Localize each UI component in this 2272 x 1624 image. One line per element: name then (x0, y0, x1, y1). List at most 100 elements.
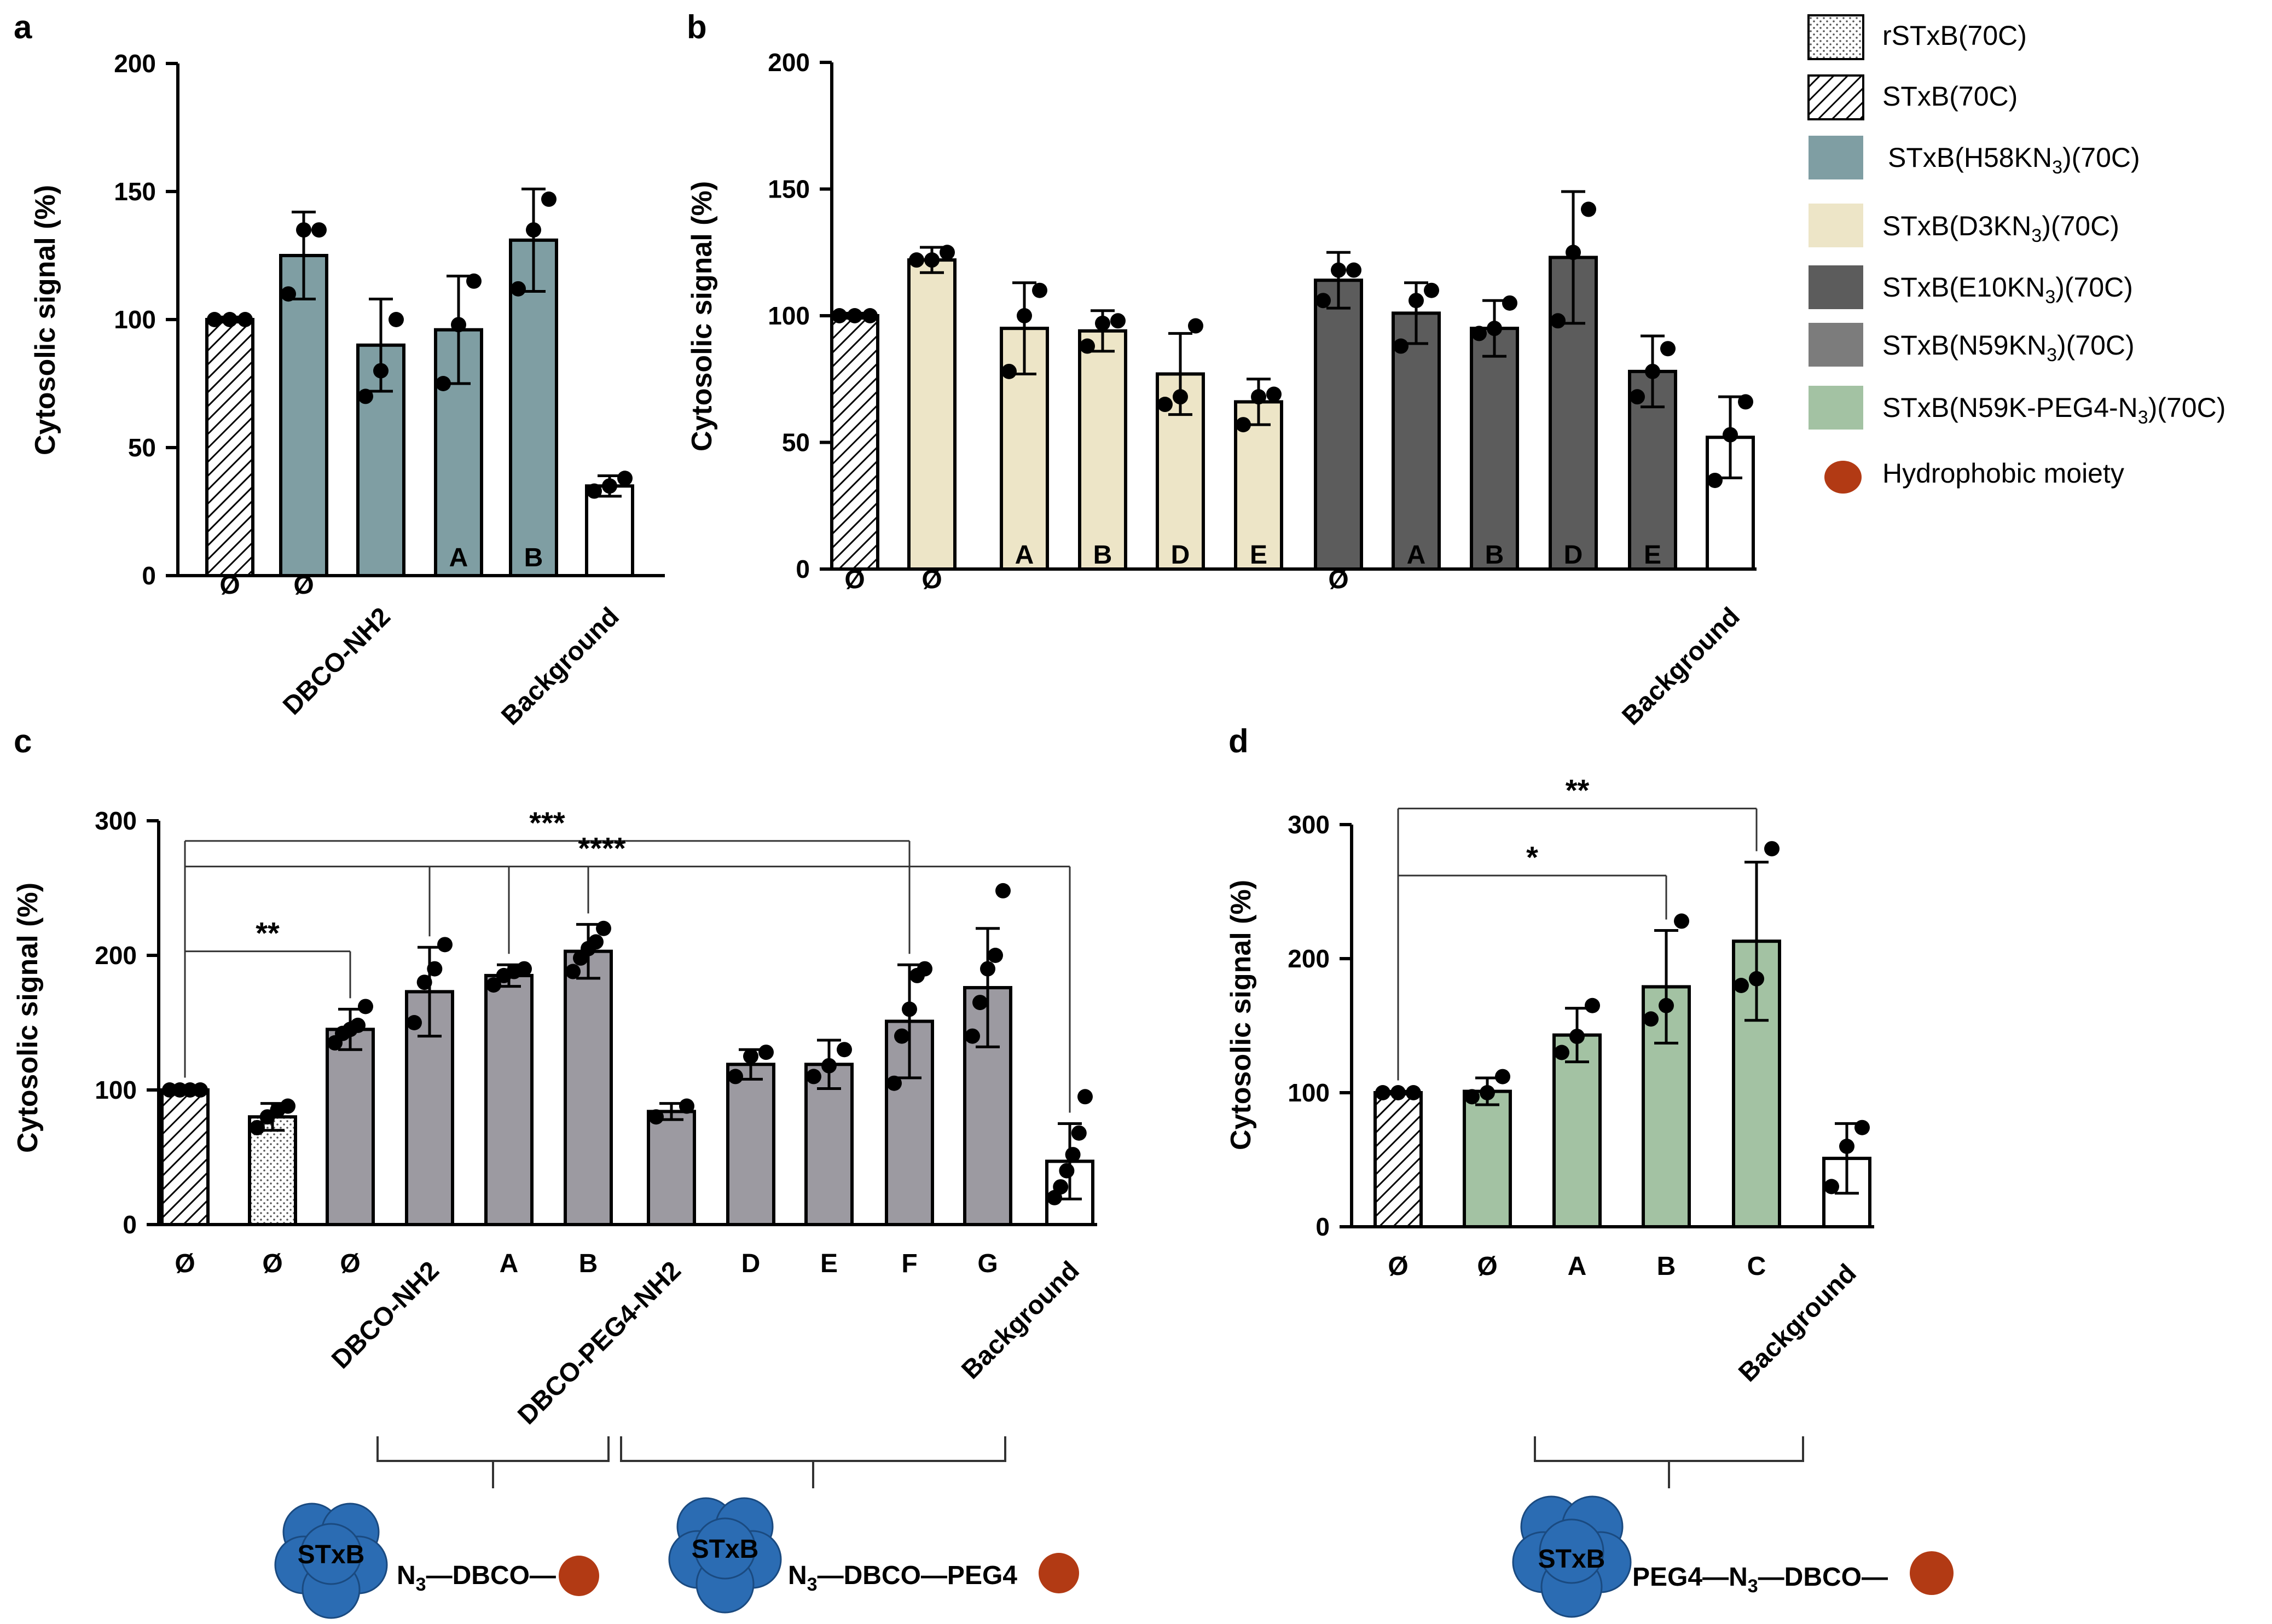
y-axis-label: Cytosolic signal (%) (1225, 880, 1257, 1150)
data-point (1077, 1089, 1093, 1105)
data-point (1839, 1139, 1854, 1154)
data-point (466, 273, 482, 289)
panel-letter-d: d (1228, 723, 1249, 759)
data-point (1764, 841, 1780, 857)
data-point (1080, 338, 1095, 354)
legend-swatch-n59-peg4 (1809, 386, 1863, 430)
data-point (281, 286, 296, 302)
y-tick-label: 300 (1288, 810, 1330, 839)
data-point (1854, 1120, 1870, 1135)
data-point (587, 483, 602, 499)
legend-swatch-moiety (1824, 461, 1862, 494)
bar (1392, 311, 1441, 571)
data-point (743, 1048, 758, 1064)
legend-label-e10: STxB(E10KN3)(70C) (1882, 272, 2133, 308)
data-point (237, 312, 253, 327)
data-point (648, 1109, 664, 1125)
category-label: Ø (1328, 565, 1348, 594)
bar (1552, 1033, 1602, 1229)
data-point (821, 1058, 837, 1074)
data-point (541, 192, 557, 207)
data-point (1032, 282, 1047, 298)
significance-label: * (1526, 840, 1538, 874)
linker-chain: N3—DBCO—PEG4 (788, 1561, 1017, 1595)
legend: rSTxB(70C) STxB(70C) STxB(H58KN3)(70C) S… (1807, 14, 2225, 494)
y-tick-label: 50 (782, 428, 810, 457)
data-point (193, 1082, 208, 1098)
category-label: C (1747, 1252, 1766, 1281)
data-point (1001, 363, 1017, 379)
data-point (1315, 293, 1331, 309)
data-point (1585, 997, 1600, 1013)
data-point (1375, 1085, 1390, 1100)
data-point (511, 281, 526, 297)
category-label: A (1015, 541, 1034, 570)
data-point (1059, 1163, 1075, 1179)
bar (205, 318, 254, 577)
data-point (1566, 245, 1581, 260)
y-tick-label: 100 (114, 305, 156, 334)
significance-label: ** (256, 916, 280, 950)
data-point (565, 964, 581, 979)
data-point (1464, 1089, 1480, 1105)
category-label: Ø (844, 565, 865, 594)
bar (356, 343, 405, 577)
y-tick-label: 150 (768, 175, 810, 204)
data-point (1331, 262, 1346, 278)
y-tick-label: 200 (1288, 944, 1330, 973)
data-point (837, 1042, 852, 1058)
data-point (250, 1120, 265, 1135)
y-tick-label: 300 (95, 807, 137, 835)
data-point (1723, 427, 1738, 443)
category-label: B (524, 543, 543, 572)
category-label: E (1644, 541, 1661, 570)
data-point (886, 1075, 902, 1091)
data-point (1502, 295, 1517, 311)
data-point (1188, 318, 1203, 334)
data-point (862, 308, 878, 323)
hydrophobic-moiety-icon (1910, 1551, 1954, 1595)
data-point (436, 376, 451, 391)
bar (907, 258, 957, 571)
data-point (1393, 338, 1409, 354)
data-point (517, 961, 532, 977)
data-point (1173, 389, 1188, 405)
data-point (1749, 971, 1764, 987)
data-point (1251, 389, 1266, 405)
category-label: B (1485, 541, 1504, 570)
data-point (451, 317, 466, 333)
legend-label-stxb: STxB(70C) (1882, 81, 2018, 112)
category-label: Ø (175, 1249, 195, 1278)
data-point (1495, 1069, 1510, 1084)
data-point (940, 245, 955, 260)
y-tick-label: 50 (128, 433, 156, 462)
data-point (617, 471, 633, 486)
data-point (728, 1069, 743, 1084)
category-label: Background (1616, 602, 1745, 730)
y-tick-label: 0 (796, 555, 810, 583)
data-point (486, 977, 501, 993)
category-label: D (1171, 541, 1190, 570)
data-point (832, 308, 847, 323)
category-label: A (1407, 541, 1426, 570)
data-point (1824, 1179, 1839, 1194)
legend-label-h58: STxB(H58KN3)(70C) (1888, 142, 2140, 178)
significance-label: **** (578, 831, 625, 866)
data-point (358, 999, 373, 1014)
y-tick-label: 100 (1288, 1078, 1330, 1107)
data-point (358, 388, 373, 404)
stxb-label: STxB (298, 1540, 365, 1569)
data-point (980, 961, 995, 977)
data-point (1053, 1179, 1069, 1195)
linker-chain: PEG4—N3—DBCO— (1632, 1563, 1888, 1597)
data-point (847, 308, 862, 323)
category-label: A (500, 1249, 519, 1278)
data-point (602, 478, 617, 494)
data-point (1630, 389, 1645, 405)
data-point (1643, 1011, 1659, 1027)
data-point (437, 937, 453, 953)
bar (1314, 279, 1363, 571)
y-tick-label: 0 (142, 561, 156, 590)
